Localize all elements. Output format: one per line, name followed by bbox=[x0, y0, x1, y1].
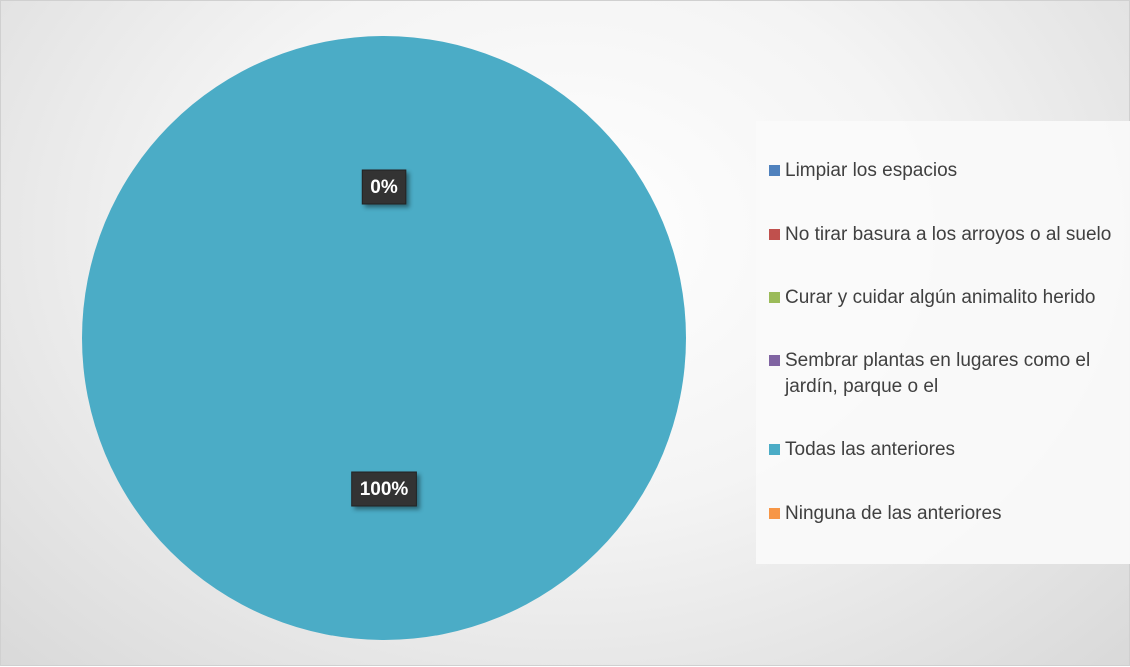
data-label-text: 0% bbox=[370, 177, 398, 198]
legend-swatch bbox=[769, 444, 780, 456]
legend-item: Ninguna de las anteriores bbox=[769, 501, 1115, 527]
legend-label: Sembrar plantas en lugares como el jardí… bbox=[785, 350, 1091, 398]
legend-swatch bbox=[769, 355, 780, 367]
legend-swatch bbox=[769, 165, 780, 177]
legend-item: No tirar basura a los arroyos o al suelo bbox=[769, 222, 1115, 248]
legend-item: Sembrar plantas en lugares como el jardí… bbox=[769, 348, 1115, 400]
legend-swatch bbox=[769, 228, 780, 240]
legend: Limpiar los espacios No tirar basura a lo… bbox=[756, 121, 1130, 564]
legend-label: No tirar basura a los arroyos o al suelo bbox=[785, 223, 1112, 245]
legend-label: Todas las anteriores bbox=[785, 439, 956, 461]
pie-slice bbox=[82, 36, 686, 640]
legend-label: Curar y cuidar algún animalito herido bbox=[785, 286, 1096, 308]
data-label-text: 100% bbox=[360, 479, 409, 500]
data-label-box bbox=[361, 169, 407, 205]
data-label: 0% bbox=[361, 169, 407, 205]
legend-item: Limpiar los espacios bbox=[769, 158, 1115, 184]
legend-item: Todas las anteriores bbox=[769, 437, 1115, 463]
legend-label: Limpiar los espacios bbox=[785, 160, 958, 182]
legend-label: Ninguna de las anteriores bbox=[785, 502, 1002, 524]
legend-swatch bbox=[769, 291, 780, 303]
legend-swatch bbox=[769, 507, 780, 519]
data-label-box bbox=[351, 471, 417, 507]
legend-item: Curar y cuidar algún animalito herido bbox=[769, 285, 1115, 311]
data-label: 100% bbox=[351, 471, 417, 507]
